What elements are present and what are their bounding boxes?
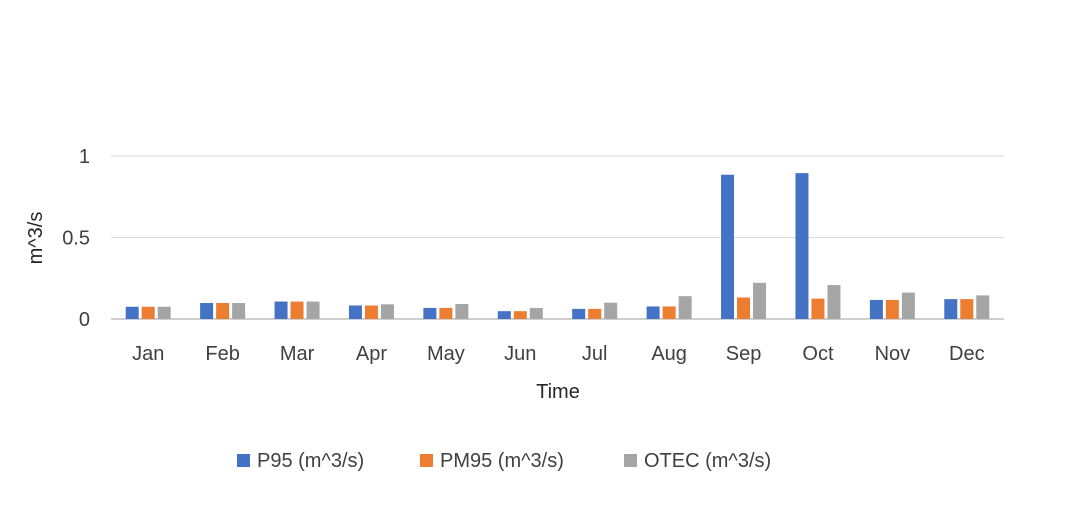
bar-sep-series-1 (721, 174, 735, 319)
x-tick-label-aug: Aug (651, 343, 687, 365)
bar-aug-series-1 (646, 306, 660, 319)
x-tick-label-sep: Sep (726, 343, 762, 365)
bar-jun-series-2 (513, 311, 527, 319)
bar-dec-series-1 (944, 299, 958, 319)
bar-nov-series-2 (885, 299, 899, 319)
bar-dec-series-2 (960, 299, 974, 319)
bar-apr-series-2 (364, 305, 378, 319)
x-tick-label-feb: Feb (205, 343, 239, 365)
bar-mar-series-2 (290, 301, 304, 319)
bar-jan-series-2 (141, 306, 155, 319)
bars (125, 173, 990, 319)
y-tick-label: 1 (79, 146, 90, 168)
bar-feb-series-1 (200, 303, 214, 319)
bar-feb-series-2 (216, 303, 230, 319)
bar-nov-series-1 (869, 299, 883, 319)
bar-nov-series-3 (901, 292, 915, 319)
bar-aug-series-2 (662, 306, 676, 319)
bar-mar-series-3 (306, 301, 320, 319)
x-tick-label-nov: Nov (875, 343, 911, 365)
bar-apr-series-3 (380, 304, 394, 319)
x-axis-label: Time (536, 381, 580, 403)
bar-jun-series-3 (529, 307, 543, 319)
bar-jul-series-1 (572, 308, 586, 319)
legend-swatch-3 (624, 454, 637, 467)
x-tick-label-may: May (427, 343, 465, 365)
y-axis-label: m^3/s (25, 212, 47, 265)
x-tick-label-oct: Oct (802, 343, 834, 365)
bar-oct-series-1 (795, 173, 809, 319)
bar-jan-series-3 (157, 306, 171, 319)
bar-jul-series-3 (604, 302, 618, 319)
bar-dec-series-3 (976, 295, 990, 319)
gridlines (111, 155, 1004, 320)
bar-jan-series-1 (125, 306, 139, 319)
x-tick-label-apr: Apr (356, 343, 387, 365)
x-tick-label-jan: Jan (132, 343, 164, 365)
legend: P95 (m^3/s) PM95 (m^3/s) OTEC (m^3/s) (237, 450, 771, 472)
legend-swatch-1 (237, 454, 250, 467)
y-axis-ticks: 00.51 (62, 146, 90, 331)
bar-oct-series-3 (827, 285, 841, 319)
bar-apr-series-1 (348, 305, 362, 319)
x-tick-label-mar: Mar (280, 343, 315, 365)
bar-may-series-1 (423, 307, 437, 319)
bar-sep-series-3 (753, 282, 767, 319)
bar-aug-series-3 (678, 296, 692, 319)
legend-label-2: PM95 (m^3/s) (440, 450, 564, 472)
bar-jun-series-1 (497, 311, 511, 319)
y-tick-label: 0.5 (62, 228, 90, 250)
legend-label-1: P95 (m^3/s) (257, 450, 364, 472)
x-tick-label-jul: Jul (582, 343, 608, 365)
legend-swatch-2 (420, 454, 433, 467)
x-axis-ticks: Jan Feb Mar Apr May Jun Jul Aug Sep Oct Nov Dec (132, 343, 984, 365)
bar-mar-series-1 (274, 301, 288, 319)
bar-may-series-2 (439, 307, 453, 319)
bar-jul-series-2 (588, 308, 602, 319)
bar-sep-series-2 (737, 297, 751, 319)
x-tick-label-dec: Dec (949, 343, 985, 365)
bar-oct-series-2 (811, 298, 825, 319)
legend-label-3: OTEC (m^3/s) (644, 450, 771, 472)
bar-feb-series-3 (232, 303, 246, 319)
bar-may-series-3 (455, 304, 469, 319)
y-tick-label: 0 (79, 309, 90, 331)
x-tick-label-jun: Jun (504, 343, 536, 365)
